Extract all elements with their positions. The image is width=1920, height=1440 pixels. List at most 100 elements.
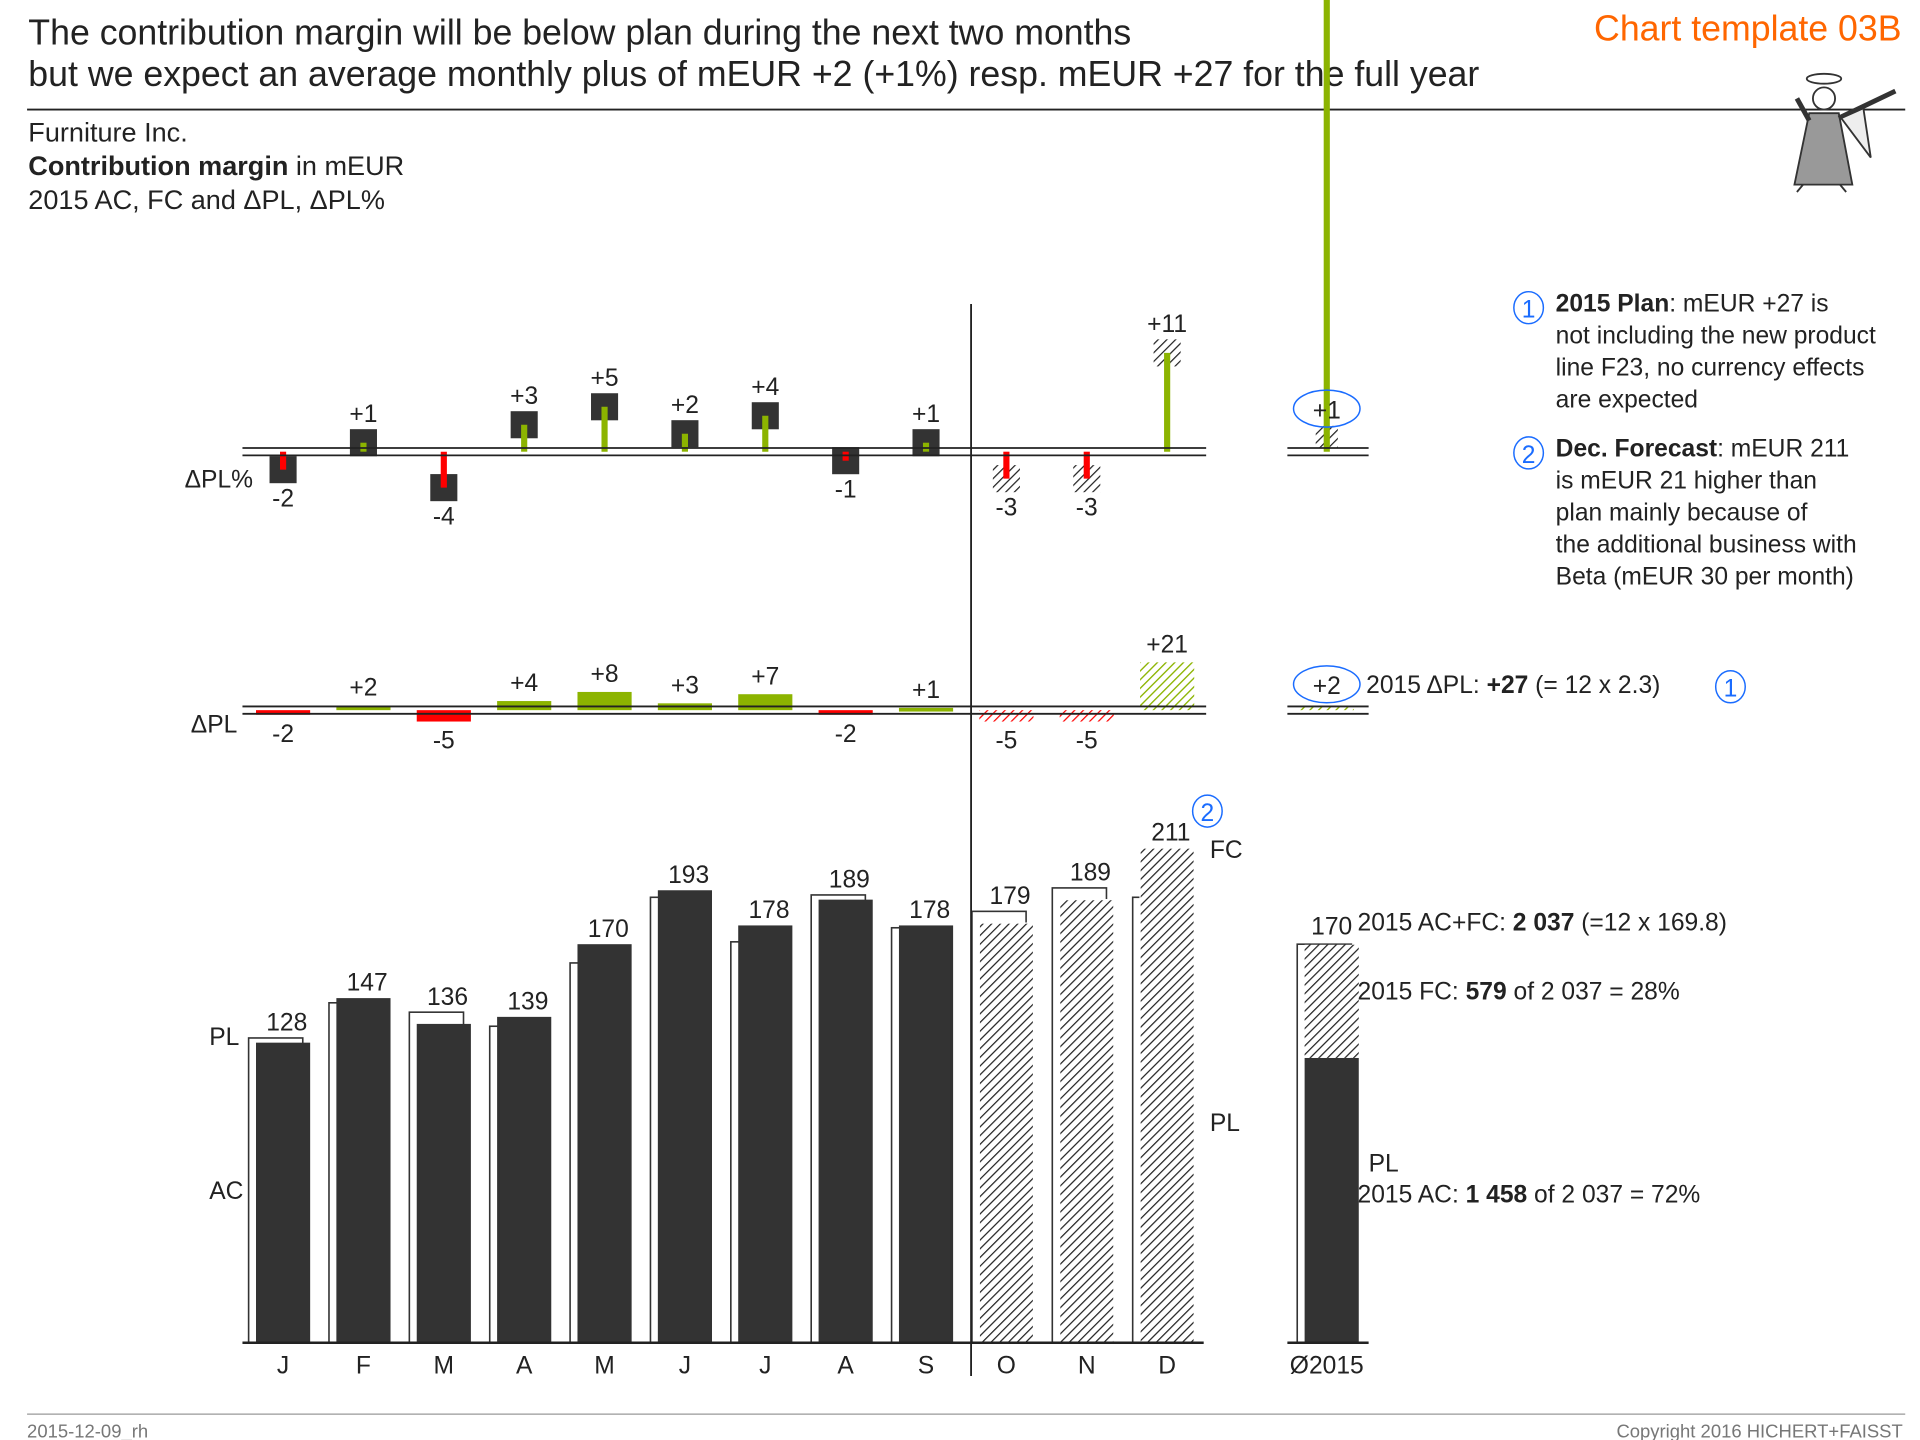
category-label: D <box>1158 1353 1176 1380</box>
avg-delta-label: +2 <box>1313 673 1341 700</box>
note-1-line: are expected <box>1556 386 1698 413</box>
template-label: Chart template 03B <box>1594 9 1901 49</box>
measure-unit: in mEUR <box>288 150 404 181</box>
category-label: M <box>434 1353 455 1380</box>
footer-copyright: Copyright 2016 HICHERT+FAISST <box>1616 1421 1902 1440</box>
delta-pct-label: +2 <box>671 392 699 419</box>
delta-bar <box>738 694 793 711</box>
annual-acfc-text: 2015 AC+FC: 2 037 (=12 x 169.8) <box>1358 909 1727 936</box>
delta-label: +2 <box>349 675 377 702</box>
category-label: M <box>594 1353 615 1380</box>
category-label: O <box>997 1353 1016 1380</box>
value-label: 178 <box>748 897 789 924</box>
value-label: 136 <box>427 984 468 1011</box>
note-1-marker: 1 <box>1522 297 1536 324</box>
delta-pct-label: +3 <box>510 383 538 410</box>
row-label-pl-right: PL <box>1210 1110 1240 1137</box>
delta-label: +8 <box>591 661 619 688</box>
note-1-line: line F23, no currency effects <box>1556 354 1865 381</box>
avg-ac-bar <box>1304 1057 1359 1343</box>
company-name: Furniture Inc. <box>28 117 187 148</box>
ac-bar <box>497 1016 552 1343</box>
ac-bar <box>898 925 954 1343</box>
delta-bar <box>577 691 632 711</box>
value-label: 211 <box>1151 820 1190 847</box>
value-label: 128 <box>266 1010 307 1037</box>
delta-pct-label: -3 <box>1076 495 1098 522</box>
ac-bar <box>657 890 712 1343</box>
fc-bar <box>1059 899 1115 1344</box>
angel-illustration <box>1793 72 1897 193</box>
headline-2: but we expect an average monthly plus of… <box>28 54 1479 94</box>
fc-bar <box>978 922 1035 1344</box>
avg-delta-highlight <box>1292 665 1361 704</box>
svg-text:Dec. Forecast: mEUR 211: Dec. Forecast: mEUR 211 <box>1556 436 1850 463</box>
annual-fc-text: 2015 FC: 579 of 2 037 = 28% <box>1358 978 1680 1005</box>
ac-bar <box>256 1042 311 1343</box>
row-label-ac: AC <box>209 1178 243 1205</box>
measure-name: Contribution margin <box>28 150 288 181</box>
avg-value-label: 170 <box>1311 913 1352 940</box>
marker-2-on-december: 2 <box>1191 794 1223 828</box>
note-2-title: Dec. Forecast <box>1556 436 1717 463</box>
note-2-line: plan mainly because of <box>1556 500 1808 527</box>
svg-text:2015 Plan: mEUR +27 is: 2015 Plan: mEUR +27 is <box>1556 290 1829 317</box>
row-label-pl: PL <box>209 1024 239 1051</box>
delta-label: -5 <box>995 728 1017 755</box>
delta-pct-label: -4 <box>433 504 455 531</box>
note-1: 1 2015 Plan: mEUR +27 is not including t… <box>1513 290 1876 413</box>
row-label-delta: ΔPL <box>191 711 238 738</box>
marker-1-delta-pl: 1 <box>1714 670 1746 704</box>
delta-pct-label: +11 <box>1147 311 1187 338</box>
avg-category-label: Ø2015 <box>1290 1353 1364 1380</box>
delta-bar <box>256 710 311 715</box>
value-label: 147 <box>347 970 388 997</box>
delta-label: -5 <box>1076 728 1098 755</box>
measure-label: Contribution margin in mEUR <box>28 150 404 181</box>
delta-label: -2 <box>835 721 857 748</box>
category-label: A <box>837 1353 854 1380</box>
row-label-delta-pct: ΔPL% <box>185 466 253 493</box>
delta-label: -5 <box>433 728 455 755</box>
delta-bar <box>979 710 1034 722</box>
category-label: F <box>356 1353 371 1380</box>
value-label: 178 <box>909 897 950 924</box>
delta-label: -2 <box>272 721 294 748</box>
fc-bar <box>1139 847 1195 1344</box>
note-2-line: Beta (mEUR 30 per month) <box>1556 564 1854 591</box>
note-1-line: not including the new product <box>1556 322 1876 349</box>
delta-bar <box>1140 662 1195 711</box>
value-label: 189 <box>1070 860 1111 887</box>
value-label: 139 <box>507 988 548 1015</box>
avg-delta-pct-label: +1 <box>1313 397 1341 424</box>
category-label: J <box>679 1353 691 1380</box>
value-label: 189 <box>829 867 870 894</box>
value-label: 193 <box>668 862 709 889</box>
note-2-line: the additional business with <box>1556 532 1857 559</box>
category-label: S <box>918 1353 934 1380</box>
note-1-title: 2015 Plan <box>1556 290 1670 317</box>
ac-bar <box>818 899 873 1343</box>
note-2-line: : mEUR 211 <box>1717 436 1849 463</box>
delta-pct-label: -1 <box>835 477 857 504</box>
avg-fc-bar <box>1304 944 1359 1058</box>
annual-delta-pl-text: 2015 ΔPL: +27 (= 12 x 2.3) <box>1366 672 1660 699</box>
value-label: 170 <box>588 916 629 943</box>
delta-pct-label: +4 <box>751 374 779 401</box>
delta-label: +4 <box>510 670 538 697</box>
delta-pct-label: +1 <box>349 401 377 428</box>
headline-1: The contribution margin will be below pl… <box>28 12 1131 52</box>
delta-pct-label: +1 <box>912 401 940 428</box>
delta-bar <box>1059 710 1114 722</box>
delta-bar <box>898 707 954 712</box>
category-label: J <box>277 1353 289 1380</box>
delta-pct-label: +5 <box>591 365 619 392</box>
delta-bar <box>416 710 471 722</box>
ac-bar <box>336 998 391 1343</box>
annual-ac-text: 2015 AC: 1 458 of 2 037 = 72% <box>1358 1181 1701 1208</box>
footer-date: 2015-12-09_rh <box>27 1421 148 1440</box>
delta-label: +21 <box>1146 631 1188 658</box>
note-2: 2 Dec. Forecast: mEUR 211 is mEUR 21 hig… <box>1513 436 1857 591</box>
note-2-marker: 2 <box>1522 442 1536 469</box>
svg-text:2: 2 <box>1201 800 1215 827</box>
